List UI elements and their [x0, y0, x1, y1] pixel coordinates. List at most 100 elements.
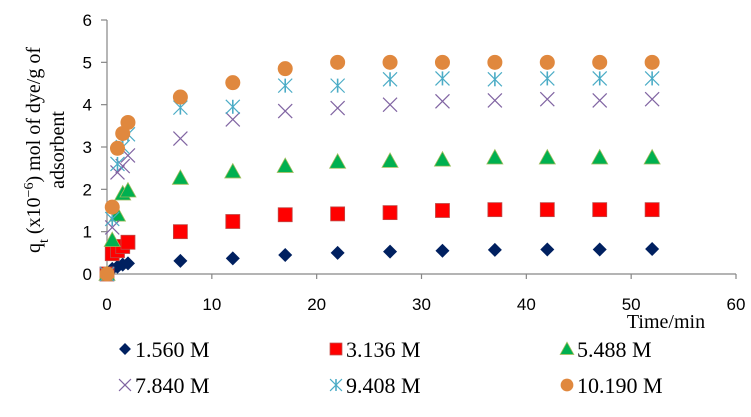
data-point [644, 54, 660, 70]
data-point [104, 220, 120, 235]
data-point [487, 54, 503, 70]
legend-label: 9.408 M [346, 373, 421, 398]
x-axis-title: Time/min [627, 311, 705, 333]
data-point [120, 256, 135, 271]
data-points [98, 54, 661, 282]
legend: 1.560 M 3.136 M 5.488 M 7.840 M 9.408 M 10.19… [118, 337, 663, 398]
data-point [592, 242, 607, 257]
data-point [539, 54, 555, 70]
data-point [487, 242, 502, 257]
data-point [110, 156, 125, 172]
x-tick-label: 60 [727, 295, 746, 314]
data-point [486, 148, 504, 165]
x-ticks: 0 10 20 30 40 50 60 [102, 274, 745, 314]
y-axis-title-line2: adsorbent [47, 111, 69, 189]
series-3-136-m [99, 202, 660, 282]
legend-label: 1.560 M [135, 337, 210, 362]
data-point [538, 148, 556, 165]
data-point [435, 203, 450, 218]
data-point [540, 242, 555, 257]
data-point [435, 243, 450, 258]
data-point [225, 112, 241, 127]
data-point [110, 164, 125, 180]
x-tick-label: 10 [202, 295, 221, 314]
data-point [173, 253, 188, 268]
data-point [539, 70, 555, 86]
data-point [487, 93, 503, 108]
data-point [643, 148, 661, 165]
x-tick-label: 0 [102, 295, 111, 314]
y-axis-title-line1: qt (x10−6) mol of dye/g of [22, 47, 52, 253]
data-point [225, 75, 241, 91]
data-point [225, 99, 241, 115]
x-tick-label: 50 [622, 295, 641, 314]
data-point [119, 181, 137, 198]
data-point [433, 150, 452, 167]
y-tick-label: 1 [83, 223, 92, 242]
data-point [435, 70, 450, 86]
legend-item: 1.560 M [119, 337, 210, 362]
data-point [225, 251, 240, 266]
y-tick-label: 0 [83, 265, 92, 284]
data-point [330, 54, 346, 70]
legend-item: 9.408 M [329, 373, 421, 398]
data-point [592, 70, 608, 86]
axes: 0 1 2 3 4 5 6 0 10 20 30 40 50 60 [83, 11, 746, 314]
data-point [171, 169, 190, 185]
y-tick-label: 2 [83, 180, 92, 199]
data-point [592, 202, 608, 218]
data-point [381, 152, 399, 168]
data-point [278, 247, 293, 262]
data-point [277, 61, 293, 77]
y-tick-label: 4 [83, 96, 92, 115]
data-point [172, 224, 188, 240]
legend-marker-diamond [119, 343, 131, 355]
data-point [224, 162, 242, 179]
data-point [120, 234, 136, 250]
data-point [592, 54, 608, 70]
data-point [276, 157, 294, 173]
data-point [382, 97, 398, 113]
data-point [172, 89, 188, 105]
data-point [330, 206, 346, 222]
data-point [487, 71, 503, 87]
data-point [644, 202, 660, 218]
data-point [225, 214, 241, 229]
legend-marker-square [329, 342, 343, 356]
data-point [383, 244, 398, 259]
data-point [277, 103, 293, 119]
data-point [645, 242, 660, 257]
data-point [330, 100, 346, 116]
y-tick-label: 5 [83, 53, 92, 72]
legend-label: 10.190 M [577, 373, 663, 398]
data-point [435, 93, 450, 109]
legend-marker-triangle [559, 341, 575, 355]
data-point [328, 152, 347, 169]
data-point [382, 54, 398, 70]
x-tick-label: 30 [412, 295, 431, 314]
data-point [434, 54, 450, 70]
series-1-560-m [100, 242, 660, 281]
data-point [382, 205, 398, 221]
x-tick-label: 20 [307, 295, 326, 314]
data-point [99, 266, 115, 282]
legend-item: 10.190 M [560, 373, 663, 398]
data-point [592, 93, 608, 108]
y-axis-title: qt (x10−6) mol of dye/g of adsorbent [22, 47, 70, 253]
y-ticks: 0 1 2 3 4 5 6 [83, 11, 107, 284]
data-point [277, 78, 293, 94]
data-point [382, 71, 398, 87]
data-point [591, 148, 609, 165]
legend-marker-asterisk [329, 378, 343, 392]
series-5-488-m [98, 148, 661, 281]
data-point [330, 245, 345, 260]
data-point [104, 199, 120, 215]
data-point [644, 70, 660, 86]
data-point [120, 114, 136, 130]
legend-label: 3.136 M [346, 337, 421, 362]
legend-marker-x [118, 378, 132, 392]
series-7-840-m [99, 91, 660, 282]
legend-marker-circle [560, 378, 574, 392]
legend-label: 7.840 M [135, 373, 210, 398]
